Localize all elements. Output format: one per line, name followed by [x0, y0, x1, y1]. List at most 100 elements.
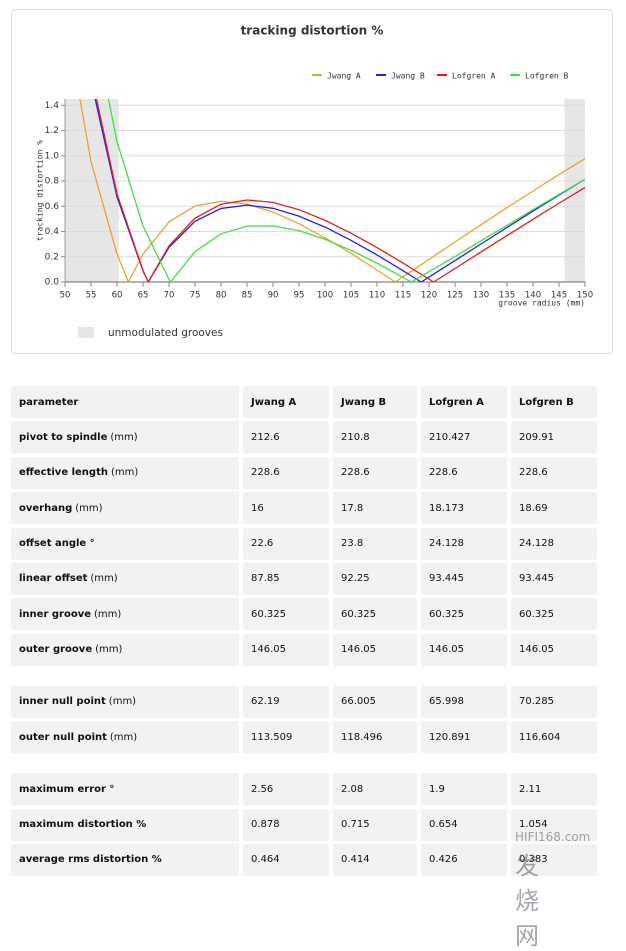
value-cell: 0.715 — [333, 808, 417, 841]
value-cell: 60.325 — [243, 598, 329, 631]
table-row: pivot to spindle (mm) 212.6 210.8 210.427 209… — [11, 421, 597, 454]
table-row: effective length (mm) 228.6 228.6 228.6 228.6 — [11, 456, 597, 489]
value-cell: 17.8 — [333, 492, 417, 525]
parameter-table: parameter Jwang A Jwang B Lofgren A Lofgren … — [11, 386, 597, 896]
value-cell: 65.998 — [421, 685, 507, 718]
value-cell: 18.173 — [421, 492, 507, 525]
value-cell: 118.496 — [333, 721, 417, 754]
value-cell: 60.325 — [333, 598, 417, 631]
y-axis-label: tracking distortion % — [36, 140, 45, 241]
value-cell: 2.11 — [511, 773, 597, 806]
parameter-name: outer groove — [19, 644, 93, 656]
y-tick-label: 1.4 — [45, 101, 60, 111]
x-tick-label: 105 — [343, 291, 359, 301]
parameter-unit: (mm) — [109, 731, 138, 743]
x-tick-label: 70 — [164, 291, 175, 301]
parameter-name: average rms distortion % — [19, 854, 162, 866]
parameter-unit: (mm) — [94, 608, 122, 620]
chart-title: tracking distortion % — [241, 24, 384, 38]
header-group: parameter Jwang A Jwang B Lofgren A Lofgren … — [11, 386, 597, 418]
x-tick-label: 145 — [551, 291, 567, 301]
x-tick-label: 140 — [525, 291, 541, 301]
value-cell: 22.6 — [243, 527, 329, 560]
value-cell: 210.8 — [333, 421, 417, 454]
value-cell: 16 — [243, 492, 329, 525]
x-tick-label: 55 — [86, 291, 97, 301]
header-cell: Lofgren B — [511, 386, 597, 418]
x-tick-label: 95 — [294, 291, 305, 301]
value-cell: 146.05 — [421, 633, 507, 666]
x-tick-label: 90 — [268, 291, 279, 301]
value-cell: 92.25 — [333, 562, 417, 595]
parameter-unit: (mm) — [110, 467, 139, 479]
value-cell: 23.8 — [333, 527, 417, 560]
parameter-name: inner null point — [19, 696, 106, 708]
parameter-cell: effective length (mm) — [11, 456, 239, 489]
y-tick-label: 0.0 — [45, 278, 60, 288]
parameter-name: offset angle ° — [19, 538, 95, 550]
value-cell: 113.509 — [243, 721, 329, 754]
table-row: average rms distortion % 0.464 0.414 0.426 0… — [11, 843, 597, 876]
y-tick-label: 1.2 — [45, 126, 59, 136]
table-row: linear offset (mm) 87.85 92.25 93.445 93.445 — [11, 562, 597, 595]
value-cell: 0.878 — [243, 808, 329, 841]
value-cell: 24.128 — [511, 527, 597, 560]
parameter-name: overhang — [19, 502, 73, 514]
unmodulated-region — [564, 99, 585, 282]
parameter-unit: (mm) — [75, 502, 103, 514]
value-cell: 209.91 — [511, 421, 597, 454]
value-cell: 1.9 — [421, 773, 507, 806]
legend-label: Lofgren A — [452, 72, 496, 81]
header-cell: Lofgren A — [421, 386, 507, 418]
parameter-name: maximum distortion % — [19, 819, 147, 831]
value-cell: 93.445 — [421, 562, 507, 595]
parameter-name: linear offset — [19, 573, 88, 585]
x-tick-label: 135 — [499, 291, 515, 301]
value-cell: 24.128 — [421, 527, 507, 560]
header-cell: Jwang B — [333, 386, 417, 418]
table-row: offset angle ° 22.6 23.8 24.128 24.128 — [11, 527, 597, 560]
x-tick-label: 125 — [447, 291, 463, 301]
value-cell: 228.6 — [511, 456, 597, 489]
parameter-cell: average rms distortion % — [11, 843, 239, 876]
x-tick-label: 115 — [395, 291, 411, 301]
table-row: maximum error ° 2.56 2.08 1.9 2.11 — [11, 773, 597, 806]
parameter-cell: linear offset (mm) — [11, 562, 239, 595]
value-cell: 120.891 — [421, 721, 507, 754]
table-row: outer null point (mm) 113.509 118.496 120.89… — [11, 721, 597, 754]
y-tick-label: 0.8 — [45, 177, 60, 187]
x-tick-label: 80 — [216, 291, 227, 301]
x-tick-label: 130 — [473, 291, 489, 301]
row-group: maximum error ° 2.56 2.08 1.9 2.11 maximum di… — [11, 773, 597, 876]
header-cell: parameter — [11, 386, 239, 418]
table-row: outer groove (mm) 146.05 146.05 146.05 146.05 — [11, 633, 597, 666]
x-axis-label: groove radius (mm) — [498, 299, 585, 308]
parameter-cell: maximum distortion % — [11, 808, 239, 841]
x-tick-label: 120 — [421, 291, 437, 301]
watermark-site: HIFI168.com — [515, 830, 591, 844]
parameter-cell: outer null point (mm) — [11, 721, 239, 754]
header-row: parameter Jwang A Jwang B Lofgren A Lofgren … — [11, 386, 597, 418]
parameter-unit: (mm) — [108, 696, 137, 708]
value-cell: 0.426 — [421, 843, 507, 876]
region-legend-swatch — [78, 327, 94, 338]
parameter-name: effective length — [19, 467, 108, 479]
series-line — [79, 99, 585, 282]
value-cell: 70.285 — [511, 685, 597, 718]
region-legend-label: unmodulated grooves — [108, 327, 223, 339]
table-row: maximum distortion % 0.878 0.715 0.654 1.054 — [11, 808, 597, 841]
watermark-name: 发烧网 — [515, 852, 539, 950]
value-cell: 228.6 — [333, 456, 417, 489]
parameter-cell: inner groove (mm) — [11, 598, 239, 631]
x-tick-label: 85 — [242, 291, 253, 301]
table-row: inner groove (mm) 60.325 60.325 60.325 60.325 — [11, 598, 597, 631]
y-tick-label: 0.6 — [45, 202, 60, 212]
parameter-cell: overhang (mm) — [11, 492, 239, 525]
header-cell: Jwang A — [243, 386, 329, 418]
value-cell: 2.08 — [333, 773, 417, 806]
value-cell: 0.383 — [511, 843, 597, 876]
value-cell: 87.85 — [243, 562, 329, 595]
value-cell: 66.005 — [333, 685, 417, 718]
parameter-name: pivot to spindle — [19, 431, 108, 443]
value-cell: 146.05 — [511, 633, 597, 666]
